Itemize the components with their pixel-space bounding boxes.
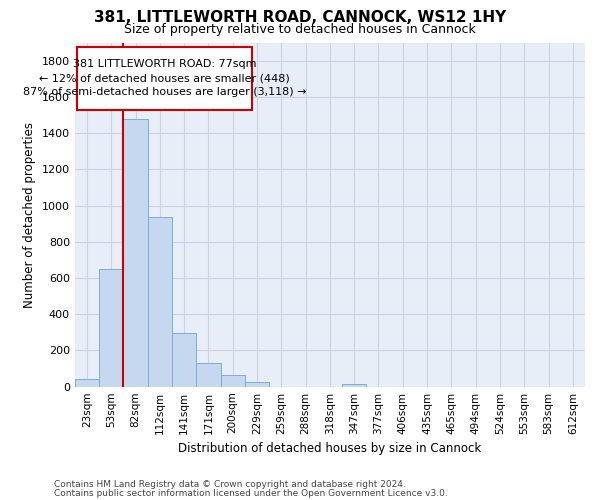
Bar [172,333,196,386]
FancyBboxPatch shape [77,47,252,110]
Text: Size of property relative to detached houses in Cannock: Size of property relative to detached ho… [124,22,476,36]
Bar [124,120,148,386]
Y-axis label: Number of detached properties: Number of detached properties [23,122,36,308]
X-axis label: Distribution of detached houses by size in Cannock: Distribution of detached houses by size … [178,442,482,455]
Bar [196,363,221,386]
Bar [221,375,245,386]
Text: Contains public sector information licensed under the Open Government Licence v3: Contains public sector information licen… [54,488,448,498]
Text: 381, LITTLEWORTH ROAD, CANNOCK, WS12 1HY: 381, LITTLEWORTH ROAD, CANNOCK, WS12 1HY [94,10,506,25]
Bar [99,269,124,386]
Bar [245,382,269,386]
Text: 381 LITTLEWORTH ROAD: 77sqm
← 12% of detached houses are smaller (448)
87% of se: 381 LITTLEWORTH ROAD: 77sqm ← 12% of det… [23,60,307,98]
Bar [148,218,172,386]
Bar [75,380,99,386]
Text: Contains HM Land Registry data © Crown copyright and database right 2024.: Contains HM Land Registry data © Crown c… [54,480,406,489]
Bar [342,384,367,386]
